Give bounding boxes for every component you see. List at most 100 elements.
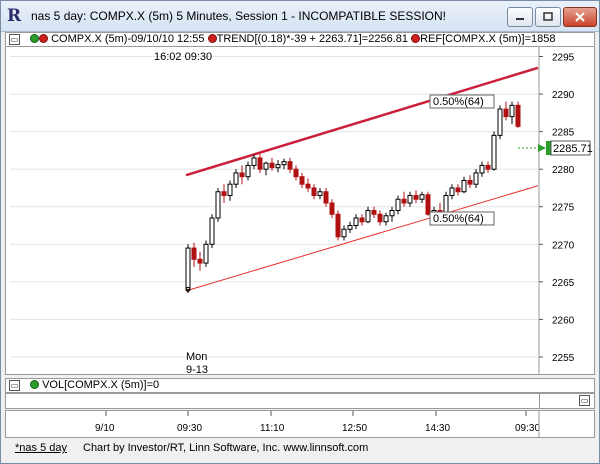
lower-channel-line[interactable] [185, 185, 539, 292]
candle[interactable] [269, 157, 275, 171]
trend-dot-red-icon [207, 33, 217, 45]
candle[interactable] [215, 187, 221, 222]
candle[interactable] [221, 184, 227, 203]
upper-channel-label[interactable]: 0.50%(64) [429, 94, 495, 109]
candle[interactable] [305, 178, 311, 192]
y-tick-label: 2255 [552, 353, 575, 364]
y-tick-label: 2265 [552, 278, 575, 289]
price-pane: 2255 2260 2265 2270 2275 2280 2285 2290 2295 16:… [5, 46, 595, 376]
minimize-button[interactable] [507, 7, 533, 27]
y-tick-label: 2260 [552, 315, 575, 326]
last-price-text: 2285.71 [553, 143, 593, 155]
candle[interactable] [491, 131, 497, 171]
header-dot-green-icon [30, 33, 39, 45]
candle[interactable] [245, 161, 251, 181]
candle[interactable] [323, 187, 329, 207]
upper-channel-text: 0.50%(64) [433, 96, 484, 108]
candle[interactable] [299, 172, 305, 188]
volume-label[interactable]: VOL[COMPX.X (5m)]=0 [42, 379, 160, 391]
candle[interactable] [371, 206, 377, 219]
candle[interactable] [281, 158, 287, 170]
candle[interactable] [419, 191, 425, 203]
y-tick-label: 2290 [552, 90, 575, 101]
candle[interactable] [209, 214, 215, 249]
price-chart[interactable]: 2255 2260 2265 2270 2275 2280 2285 2290 2295 16:… [6, 47, 594, 376]
title-bar[interactable]: R nas 5 day: COMPX.X (5m) 5 Minutes, Ses… [1, 1, 599, 32]
close-button[interactable] [563, 7, 597, 27]
chart-tab[interactable]: *nas 5 day [15, 442, 67, 454]
candle[interactable] [185, 244, 191, 294]
candle[interactable] [347, 221, 353, 234]
ref-label[interactable]: REF[COMPX.X (5m)]=1858 [420, 33, 556, 45]
candle[interactable] [227, 180, 233, 201]
time-axis[interactable]: 9/10 09:30 11:10 12:50 14:30 09:30 [5, 410, 595, 438]
candle[interactable] [311, 184, 317, 200]
upper-channel-line[interactable] [185, 66, 539, 177]
candle[interactable] [479, 161, 485, 177]
chart-tab-label: *nas 5 day [15, 442, 67, 454]
candle[interactable] [377, 210, 383, 226]
candle[interactable] [329, 199, 335, 219]
last-price-arrow-icon [538, 144, 546, 152]
candle[interactable] [515, 101, 521, 128]
candle[interactable] [395, 195, 401, 215]
candle[interactable] [197, 251, 203, 271]
header-dot-red-icon [39, 33, 48, 45]
y-tick-label: 2275 [552, 203, 575, 214]
candle[interactable] [341, 225, 347, 241]
pane-maximize-icon[interactable]: ▭ [9, 34, 20, 45]
candle[interactable] [251, 154, 257, 170]
volume-maximize-icon[interactable]: ▭ [579, 395, 590, 406]
y-tick-label: 2270 [552, 240, 575, 251]
candle[interactable] [389, 206, 395, 222]
candle[interactable] [335, 210, 341, 241]
volume-pane[interactable] [5, 393, 595, 409]
close-icon [575, 12, 585, 22]
candle[interactable] [317, 187, 323, 200]
minimize-icon [516, 18, 524, 20]
candle[interactable] [467, 175, 473, 188]
trend-label[interactable]: TREND[(0.18)*-39 + 2263.71]=2256.81 [216, 33, 408, 45]
candle[interactable] [275, 160, 281, 173]
candle[interactable] [287, 157, 293, 173]
candle[interactable] [509, 101, 515, 125]
day-label-date: 9-13 [186, 364, 208, 374]
candle[interactable] [407, 191, 413, 207]
footer: *nas 5 day Chart by Investor/RT, Linn So… [5, 438, 595, 460]
symbol-label[interactable]: COMPX.X (5m)-09/10/10 12:55 [51, 33, 205, 45]
volume-dot-green-icon [30, 379, 39, 391]
volume-pane-icon[interactable]: ▭ [9, 380, 20, 391]
maximize-button[interactable] [535, 7, 561, 27]
candle[interactable] [503, 101, 509, 121]
ref-dot-red-icon [411, 33, 421, 45]
candle[interactable] [359, 214, 365, 226]
candle[interactable] [455, 184, 461, 196]
candle[interactable] [461, 176, 467, 194]
candle[interactable] [191, 242, 197, 267]
lower-channel-label[interactable]: 0.50%(64) [429, 211, 495, 226]
candle[interactable] [293, 165, 299, 181]
candle[interactable] [383, 212, 389, 226]
candle[interactable] [473, 169, 479, 188]
candle[interactable] [425, 191, 431, 216]
x-tick-label: 9/10 [95, 423, 115, 434]
candle[interactable] [203, 240, 209, 267]
lower-channel-text: 0.50%(64) [433, 213, 484, 225]
candle[interactable] [401, 191, 407, 207]
candle[interactable] [239, 165, 245, 185]
candle[interactable] [413, 190, 419, 203]
x-tick-label: 09:30 [515, 423, 540, 434]
candle[interactable] [365, 206, 371, 224]
last-price-marker: 2285.71 [518, 140, 593, 156]
credit-text: Chart by Investor/RT, Linn Software, Inc… [83, 442, 369, 454]
candle[interactable] [257, 154, 263, 173]
candle[interactable] [497, 105, 503, 140]
x-tick-label: 11:10 [260, 423, 285, 434]
candle[interactable] [485, 161, 491, 173]
candle[interactable] [449, 184, 455, 200]
candle[interactable] [233, 169, 239, 188]
candle[interactable] [263, 161, 269, 176]
candle[interactable] [353, 214, 359, 230]
session-start-marker [185, 286, 191, 292]
